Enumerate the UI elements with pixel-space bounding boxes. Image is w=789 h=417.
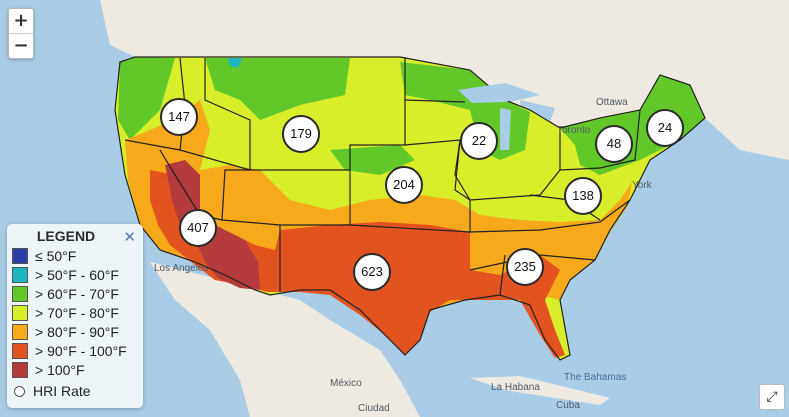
legend-item-label: HRI Rate (33, 383, 91, 399)
hri-circle-icon (14, 386, 25, 397)
cluster-marker[interactable]: 22 (460, 122, 498, 160)
legend-item-label: > 60°F - 70°F (35, 286, 119, 302)
place-ciudad: Ciudad (358, 403, 390, 414)
zoom-control: + − (8, 8, 34, 59)
zoom-out-button[interactable]: − (9, 33, 33, 58)
legend-item: > 70°F - 80°F (12, 305, 119, 322)
legend-item-label: > 50°F - 60°F (35, 267, 119, 283)
legend-swatch (12, 362, 28, 378)
legend-swatch (12, 286, 28, 302)
cluster-marker[interactable]: 48 (595, 125, 633, 163)
place-the-bahamas: The Bahamas (564, 372, 627, 383)
place-york: York (632, 180, 652, 191)
legend-swatch (12, 267, 28, 283)
legend-item: > 50°F - 60°F (12, 267, 119, 284)
place-la-habana: La Habana (491, 382, 540, 393)
place-los-angeles: Los Angeles (154, 263, 209, 274)
legend-swatch (12, 324, 28, 340)
zone-60-70-nw (205, 58, 350, 120)
zone-60-70-n (400, 62, 530, 160)
zone-50-60 (228, 58, 242, 68)
state-borders (114, 56, 706, 361)
legend-swatch (12, 343, 28, 359)
cluster-marker[interactable]: 204 (385, 166, 423, 204)
mexico-land (150, 262, 420, 417)
legend-item-label: > 90°F - 100°F (35, 343, 127, 359)
legend-item-label: > 70°F - 80°F (35, 305, 119, 321)
legend-item-hri: HRI Rate (12, 383, 91, 400)
legend-swatch (12, 248, 28, 264)
place-toronto: Toronto (557, 125, 591, 136)
place-mexico: México (330, 378, 362, 389)
legend-title: LEGEND (36, 228, 96, 244)
place-ottawa: Ottawa (596, 97, 628, 108)
cluster-marker[interactable]: 24 (646, 109, 684, 147)
legend-item: ≤ 50°F (12, 248, 76, 265)
legend-item: > 80°F - 90°F (12, 324, 119, 341)
cluster-marker[interactable]: 235 (506, 248, 544, 286)
close-icon[interactable]: ✕ (123, 228, 136, 246)
legend-item-label: > 100°F (35, 362, 85, 378)
cluster-marker[interactable]: 147 (160, 98, 198, 136)
zone-60-70-west (118, 57, 175, 140)
legend-item-label: ≤ 50°F (35, 248, 77, 264)
lake-michigan-overlay (500, 108, 511, 150)
zoom-in-button[interactable]: + (13, 10, 29, 31)
legend-panel: LEGEND ✕ ≤ 50°F > 50°F - 60°F > 60°F - 7… (7, 224, 143, 408)
legend-item: > 60°F - 70°F (12, 286, 119, 303)
legend-swatch (12, 305, 28, 321)
legend-item-label: > 80°F - 90°F (35, 324, 119, 340)
legend-item: > 100°F (12, 362, 85, 379)
cluster-marker[interactable]: 179 (282, 115, 320, 153)
lake-superior-overlay (458, 83, 538, 103)
cluster-marker[interactable]: 138 (564, 177, 602, 215)
fullscreen-button[interactable]: ⤢ (759, 384, 785, 410)
cluster-marker[interactable]: 623 (353, 253, 391, 291)
cuba-land (470, 376, 610, 405)
place-cuba: Cuba (556, 400, 580, 411)
legend-item: > 90°F - 100°F (12, 343, 127, 360)
cluster-marker[interactable]: 407 (179, 209, 217, 247)
